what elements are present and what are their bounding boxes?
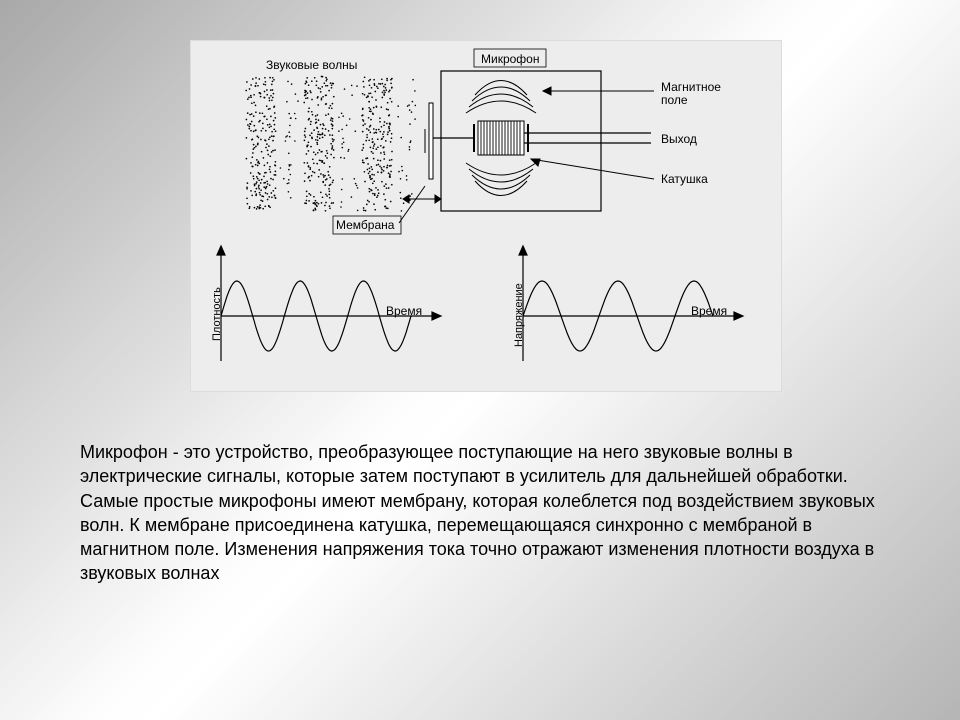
membrane-leader xyxy=(399,186,425,223)
body-text: Микрофон - это устройство, преобразующее… xyxy=(80,440,890,586)
diagram-container: Звуковые волны Микрофон Магнитное поле В… xyxy=(190,40,782,392)
voltage-plot xyxy=(519,246,743,361)
soundwave-dots xyxy=(245,76,416,212)
output-wires xyxy=(524,133,651,143)
coil-arrow-icon xyxy=(531,159,654,179)
membrane xyxy=(425,103,474,179)
membrane-arrow-icon xyxy=(403,195,441,203)
membrane-label-box xyxy=(333,216,401,234)
coil xyxy=(474,121,528,155)
density-plot xyxy=(217,246,441,361)
microphone-label-box xyxy=(474,49,546,67)
page-root: Звуковые волны Микрофон Магнитное поле В… xyxy=(0,0,960,720)
magfield-arrow-icon xyxy=(543,87,654,95)
diagram-svg xyxy=(191,41,781,391)
